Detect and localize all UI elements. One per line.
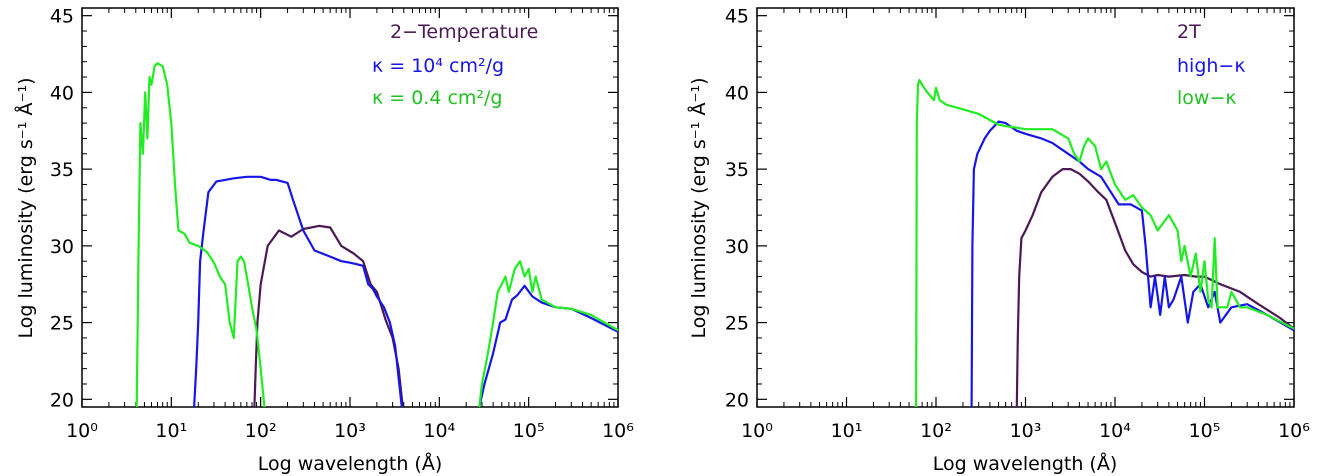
series-line-1 xyxy=(1015,168,1295,408)
right-legend: 2T high−κ low−κ xyxy=(1177,21,1246,109)
x-tick-label: 10⁴ xyxy=(423,420,455,442)
series-line-2 xyxy=(193,175,619,408)
y-tick-label: 20 xyxy=(50,389,74,411)
y-tick-label: 40 xyxy=(725,82,749,104)
x-tick-label: 10² xyxy=(245,420,277,442)
left-tick-labels: 10⁰ 10¹ 10² 10³ 10⁴ 10⁵ 10⁶ 20 25 30 35 40 45 xyxy=(50,6,634,442)
x-tick-label: 10⁰ xyxy=(741,420,773,442)
right-legend-low-kappa: low−κ xyxy=(1177,87,1237,109)
right-ticks xyxy=(756,8,1295,407)
series-line-3 xyxy=(135,62,619,408)
y-tick-label: 35 xyxy=(725,159,749,181)
right-x-axis-title: Log wavelength (Å) xyxy=(933,452,1118,475)
right-legend-2t: 2T xyxy=(1177,21,1201,43)
y-tick-label: 35 xyxy=(50,159,74,181)
y-tick-label: 20 xyxy=(725,389,749,411)
right-series-group xyxy=(915,79,1295,408)
y-tick-label: 25 xyxy=(725,313,749,335)
x-tick-label: 10² xyxy=(920,420,952,442)
right-legend-high-kappa: high−κ xyxy=(1177,55,1246,77)
series-line-3 xyxy=(915,79,1295,408)
y-tick-label: 45 xyxy=(50,6,74,28)
left-ticks xyxy=(81,8,619,407)
x-tick-label: 10¹ xyxy=(831,420,863,442)
left-legend-2temp: 2−Temperature xyxy=(390,21,538,43)
x-tick-label: 10³ xyxy=(1010,420,1042,442)
series-line-1 xyxy=(253,224,404,408)
x-tick-label: 10⁰ xyxy=(66,420,98,442)
left-chart-panel: 10⁰ 10¹ 10² 10³ 10⁴ 10⁵ 10⁶ 20 25 30 35 40 45 Log wa… xyxy=(14,6,634,475)
left-legend: 2−Temperature κ = 10⁴ cm²/g κ = 0.4 cm²/… xyxy=(372,21,538,109)
left-legend-low-kappa: κ = 0.4 cm²/g xyxy=(372,87,503,109)
y-tick-label: 25 xyxy=(50,313,74,335)
left-series-group xyxy=(135,62,619,408)
x-tick-label: 10⁵ xyxy=(1189,420,1221,442)
x-tick-label: 10⁶ xyxy=(602,420,634,442)
right-tick-labels: 10⁰ 10¹ 10² 10³ 10⁴ 10⁵ 10⁶ 20 25 30 35 40 45 xyxy=(725,6,1310,442)
x-tick-label: 10⁶ xyxy=(1278,420,1310,442)
x-tick-label: 10¹ xyxy=(155,420,187,442)
series-line-2 xyxy=(970,120,1295,408)
right-chart-panel: 10⁰ 10¹ 10² 10³ 10⁴ 10⁵ 10⁶ 20 25 30 35 40 45 Log wa… xyxy=(687,6,1310,475)
left-legend-high-kappa: κ = 10⁴ cm²/g xyxy=(372,55,504,77)
left-x-axis-title: Log wavelength (Å) xyxy=(258,452,443,475)
right-y-axis-title: Log luminosity (erg s⁻¹ Å⁻¹) xyxy=(687,78,710,339)
left-y-axis-title: Log luminosity (erg s⁻¹ Å⁻¹) xyxy=(14,78,37,339)
x-tick-label: 10⁵ xyxy=(513,420,545,442)
y-tick-label: 30 xyxy=(725,236,749,258)
y-tick-label: 30 xyxy=(50,236,74,258)
x-tick-label: 10³ xyxy=(334,420,366,442)
y-tick-label: 45 xyxy=(725,6,749,28)
y-tick-label: 40 xyxy=(50,82,74,104)
x-tick-label: 10⁴ xyxy=(1099,420,1131,442)
